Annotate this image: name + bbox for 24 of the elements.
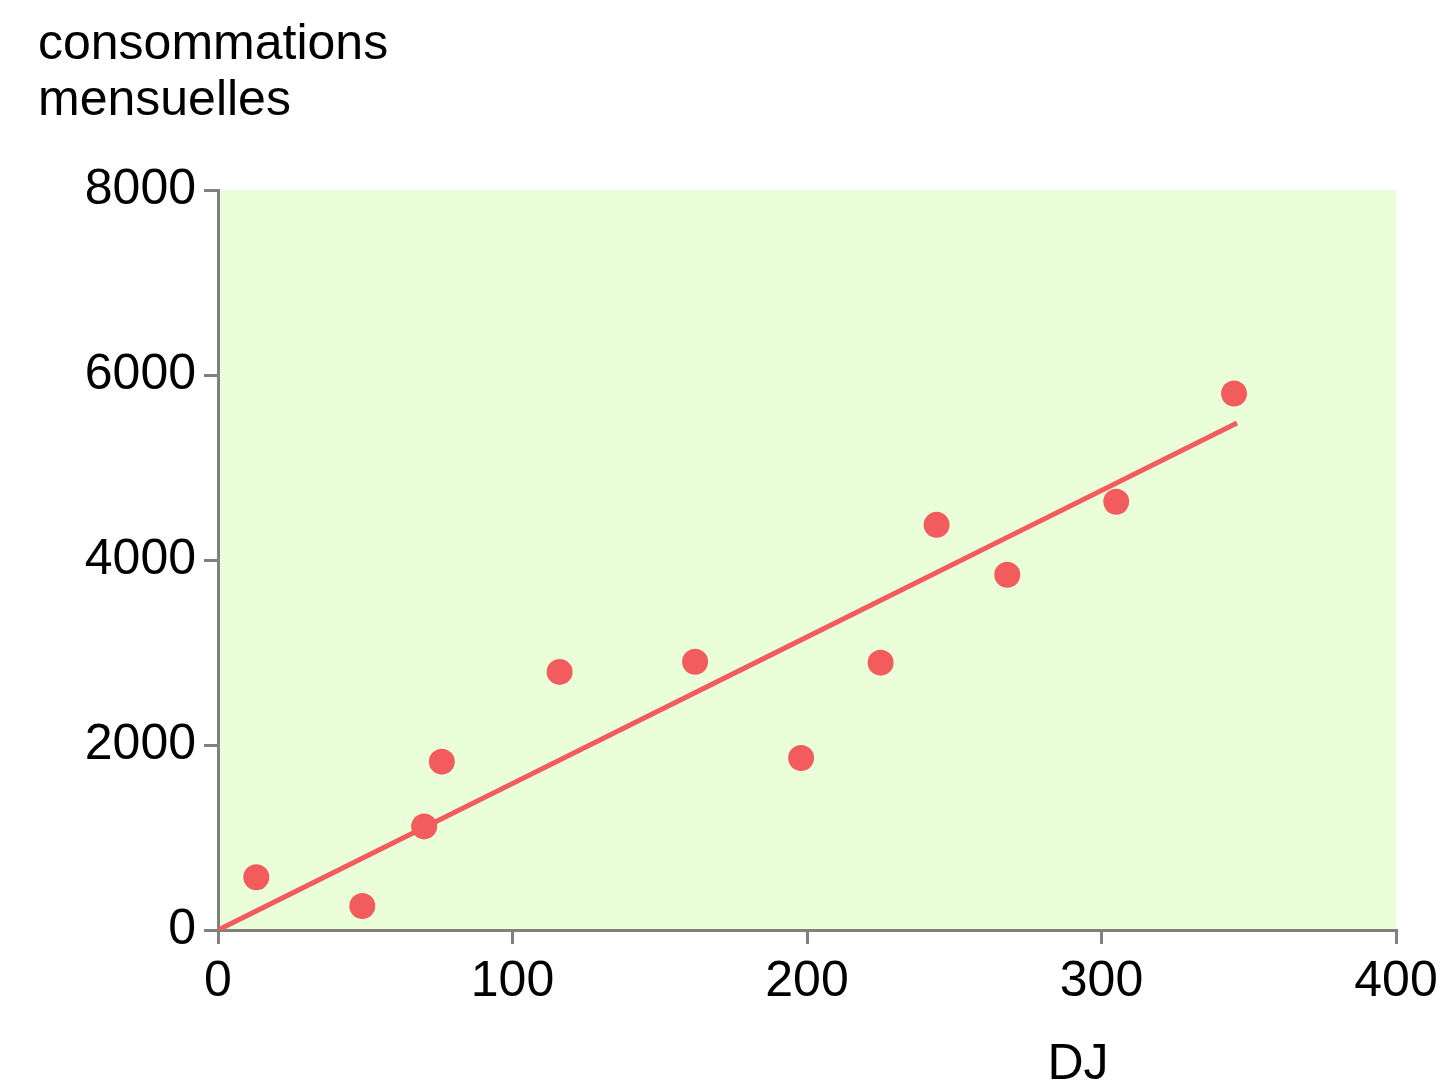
y-tick-label: 4000 bbox=[84, 528, 196, 585]
point bbox=[243, 864, 270, 891]
point bbox=[994, 561, 1021, 588]
x-tick-label: 200 bbox=[765, 950, 849, 1007]
x-axis-title: DJ bbox=[1047, 1033, 1109, 1090]
point bbox=[428, 748, 455, 775]
point bbox=[1221, 380, 1248, 407]
y-tick-label: 0 bbox=[168, 898, 196, 955]
point bbox=[923, 511, 950, 538]
y-tick-label: 8000 bbox=[84, 158, 196, 215]
x-tick-label: 0 bbox=[204, 950, 232, 1007]
point bbox=[1103, 488, 1130, 515]
point bbox=[788, 744, 815, 771]
y-axis-title: consommations mensuelles bbox=[38, 14, 390, 126]
x-tick-label: 100 bbox=[470, 950, 555, 1007]
point bbox=[867, 649, 894, 676]
y-tick-label: 2000 bbox=[84, 713, 196, 770]
x-tick-label: 300 bbox=[1059, 950, 1144, 1007]
point bbox=[546, 658, 573, 685]
x-tick-label: 400 bbox=[1354, 950, 1438, 1007]
point bbox=[411, 813, 438, 840]
y-tick-label: 6000 bbox=[84, 343, 196, 400]
point bbox=[349, 892, 376, 919]
point bbox=[682, 648, 709, 675]
